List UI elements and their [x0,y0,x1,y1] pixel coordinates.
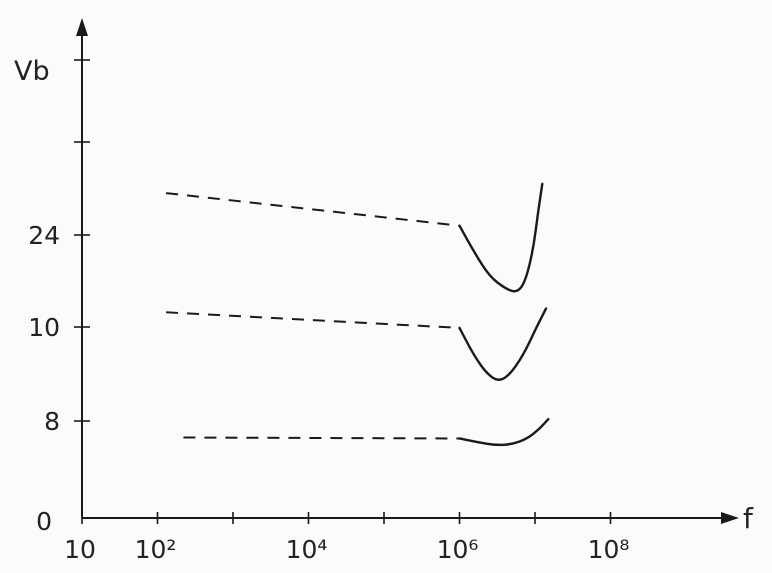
series-1-solid-line [458,182,544,293]
x-axis-arrowhead [721,512,739,524]
x-tick-label: 10 [64,535,96,564]
chart-labels: 10 10² 10⁴ 10⁶ 10⁸ 0 8 10 24 Vb f [14,56,754,564]
series-1-dashed-line [165,192,460,227]
x-tick-label: 10² [135,535,177,564]
y-tick-label: 10 [28,313,60,342]
x-tick-label: 10⁴ [286,535,328,564]
y-tick-label: 0 [36,507,52,536]
series-3-dashed-line [183,436,460,440]
x-axis-title: f [743,502,754,535]
series-2-solid-line [458,307,548,381]
chart-series [165,182,550,447]
y-axis-arrowhead [76,18,88,36]
y-axis-title: Vb [14,56,50,87]
chart-axes [74,18,739,524]
series-2-dashed-line [166,311,460,329]
x-tick-label: 10⁸ [588,535,630,564]
x-tick-label: 10⁶ [437,535,479,564]
y-tick-label: 24 [28,221,60,250]
series-3-solid-line [458,417,550,447]
y-tick-label: 8 [44,407,60,436]
